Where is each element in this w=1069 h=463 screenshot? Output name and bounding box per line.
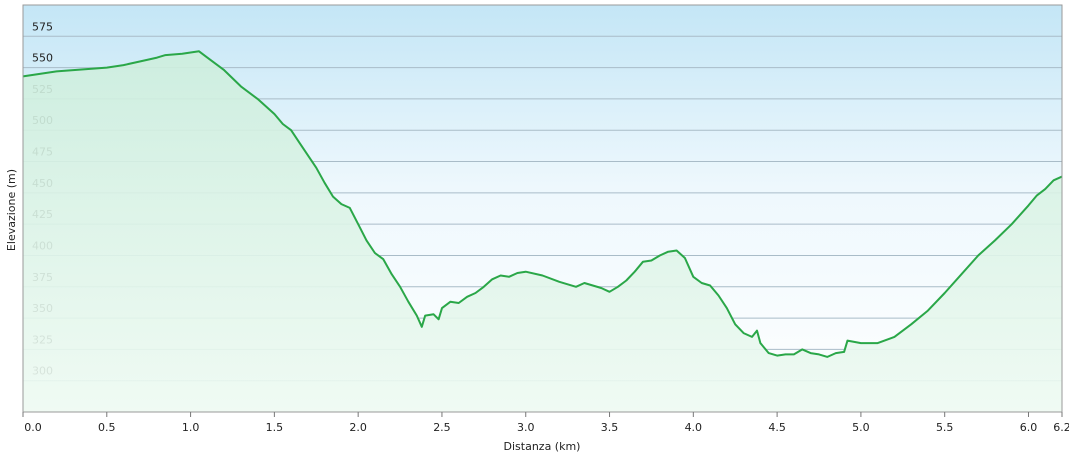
elevation-line bbox=[22, 50, 1063, 358]
area-fill bbox=[23, 51, 1062, 413]
x-tick-label: 3.0 bbox=[517, 421, 535, 434]
x-tick-label: 2.0 bbox=[349, 421, 367, 434]
y-tick-label: 550 bbox=[32, 52, 53, 65]
x-tick-label: 5.0 bbox=[852, 421, 870, 434]
x-tick-label: 3.5 bbox=[601, 421, 619, 434]
x-tick-label: 5.5 bbox=[936, 421, 954, 434]
x-tick-label: 1.5 bbox=[266, 421, 284, 434]
plot-border bbox=[22, 4, 1063, 413]
x-tick-label: 6.0 bbox=[1020, 421, 1038, 434]
y-tick-label: 575 bbox=[32, 20, 53, 33]
y-axis-label: Elevazione (m) bbox=[5, 169, 18, 251]
x-tick-label: 2.5 bbox=[433, 421, 451, 434]
x-tick-label: 4.0 bbox=[685, 421, 703, 434]
x-axis-label: Distanza (km) bbox=[504, 440, 581, 453]
x-tick-label: 1.0 bbox=[182, 421, 200, 434]
x-tick-label: 4.5 bbox=[768, 421, 786, 434]
x-tick-label: 0.5 bbox=[98, 421, 116, 434]
x-tick-label: 0.0 bbox=[24, 421, 42, 434]
x-tick-label: 6.2 bbox=[1053, 421, 1069, 434]
